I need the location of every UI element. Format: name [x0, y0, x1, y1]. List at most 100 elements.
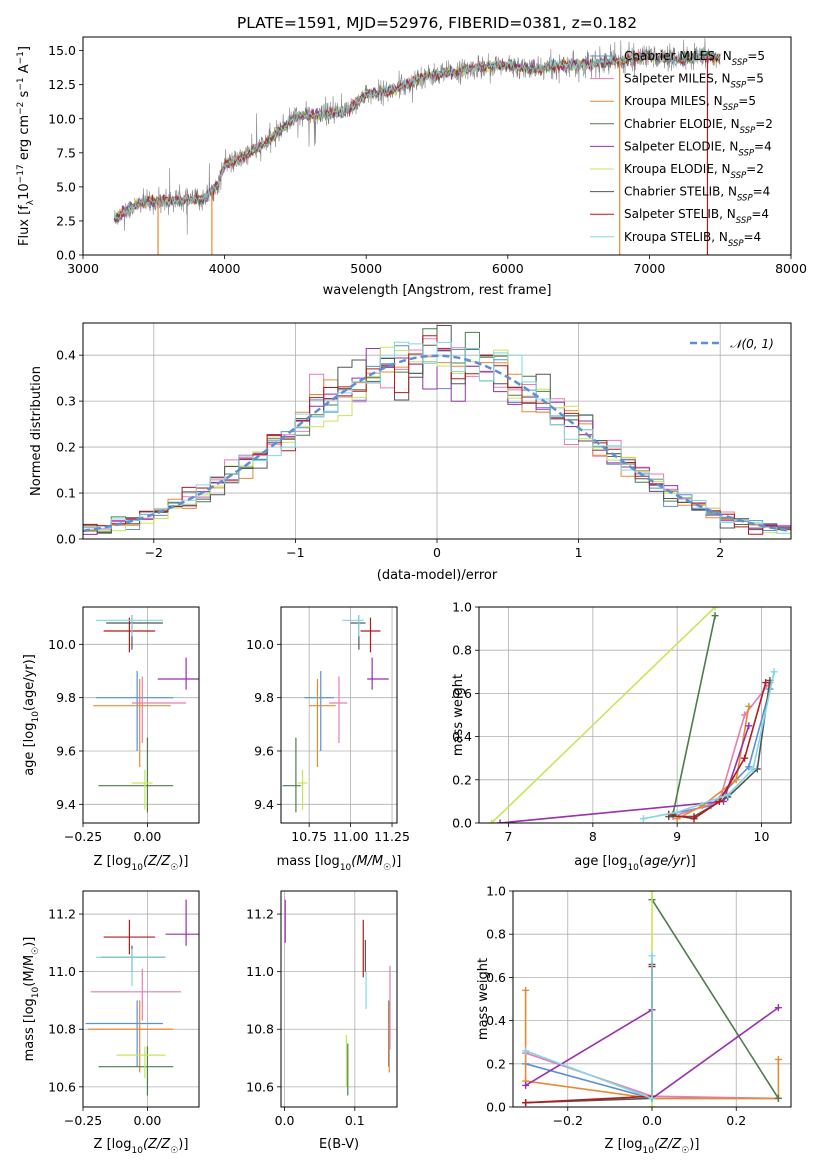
weight-vs-Z-ytick-label: 0.8 — [486, 927, 506, 942]
weight-vs-Z-xtick-label: 0.2 — [726, 1113, 746, 1128]
legend-sub: SSP — [731, 81, 747, 91]
legend-tail: =2 — [746, 162, 764, 176]
xlabel-part: )] — [178, 1137, 188, 1152]
spectrum-xtick-label: 6000 — [492, 261, 524, 276]
age-vs-Z-ytick-label: 9.6 — [56, 744, 76, 759]
xlabel-part: ☉ — [170, 863, 178, 873]
ylabel-part: 10 — [17, 183, 32, 200]
weight-line — [525, 966, 653, 1104]
mass-vs-EBV-ytick-label: 10.8 — [246, 1022, 274, 1037]
mass-vs-Z-frame — [82, 890, 200, 1108]
age-vs-Z-xtick-label: −0.25 — [64, 829, 102, 844]
weight-marker — [774, 1094, 782, 1102]
hist-ytick-label: 0.4 — [56, 348, 76, 363]
ylabel-part: −17 — [16, 164, 26, 183]
ylabel-part: 10 — [31, 711, 41, 723]
legend-text: Chabrier MILES, N — [624, 49, 732, 63]
spectrum-model-line — [113, 52, 721, 223]
legend-entry: Kroupa MILES, NSSP=5 — [624, 94, 756, 113]
xlabel-part: (Z/Z — [143, 1137, 171, 1152]
weight-vs-age-ytick-label: 1.0 — [452, 600, 472, 615]
mass-vs-Z-ytick-label: 11.2 — [48, 907, 76, 922]
ylabel-part: s — [17, 90, 32, 101]
age-vs-mass-ytick-label: 9.6 — [254, 744, 274, 759]
weight-marker — [522, 1047, 530, 1055]
ylabel-part: mass weight — [476, 958, 491, 1040]
age-vs-mass-xtick-label: 11.00 — [333, 829, 369, 844]
weight-marker — [522, 1099, 530, 1107]
weight-vs-Z-ytick-label: 0.4 — [486, 1013, 506, 1028]
ylabel-part: −1 — [16, 77, 26, 90]
spectrum-xtick-label: 5000 — [350, 261, 382, 276]
age-vs-Z-ytick-label: 10.0 — [48, 637, 76, 652]
xlabel-part: mass [log — [277, 854, 340, 869]
hist-ytick-label: 0.2 — [56, 440, 76, 455]
mass-vs-Z-xlabel: Z [log10(Z/Z☉)] — [94, 1137, 189, 1156]
hist-xtick-label: −1 — [286, 545, 304, 560]
legend-tail: =4 — [751, 207, 769, 221]
spectrum-xtick-label: 4000 — [209, 261, 241, 276]
xlabel-part: 10 — [131, 863, 143, 873]
hist-frame — [82, 322, 792, 540]
weight-marker — [522, 986, 530, 994]
weight-line — [491, 607, 716, 823]
hist-xtick-label: −2 — [145, 545, 163, 560]
hist-xlabel: (data-model)/error — [377, 568, 498, 583]
mass-vs-EBV-frame — [280, 890, 398, 1108]
hist-ylabel: Normed distribution — [29, 366, 44, 496]
age-vs-mass-frame — [280, 606, 398, 824]
ylabel-part: erg cm — [17, 115, 32, 164]
legend-sub: SSP — [736, 216, 752, 226]
legend-tail: =5 — [746, 72, 764, 86]
hist-xtick-label: 1 — [575, 545, 583, 560]
mass-vs-EBV-ytick-label: 11.2 — [246, 907, 274, 922]
legend-entry: Salpeter ELODIE, NSSP=4 — [624, 139, 772, 158]
ylabel-part: mass weight — [451, 674, 466, 756]
spectrum-xtick-label: 3000 — [67, 261, 99, 276]
legend-text: Salpeter STELIB, N — [624, 207, 736, 221]
weight-marker — [496, 819, 504, 823]
ylabel-part: λ — [26, 199, 36, 205]
weight-vs-Z-frame — [512, 890, 792, 1108]
spectrum-ylabel: Flux [fλ10−17 erg cm−2 s−1 A−1] — [16, 46, 36, 246]
mass-vs-Z-ytick-label: 11.0 — [48, 964, 76, 979]
weight-line — [668, 688, 771, 816]
mass-vs-Z-ytick-label: 10.8 — [48, 1022, 76, 1037]
age-vs-mass-ytick-label: 9.4 — [254, 797, 274, 812]
weight-marker — [488, 819, 496, 823]
legend-sub: SSP — [740, 126, 756, 136]
ylabel-part: age [log — [22, 723, 37, 776]
age-vs-mass-ytick-label: 10.0 — [246, 637, 274, 652]
xlabel-part: ☉ — [681, 1146, 689, 1156]
weight-vs-Z-ytick-label: 0.0 — [486, 1100, 506, 1115]
weight-marker — [711, 612, 719, 620]
spectrum-ytick-label: 10.0 — [48, 111, 76, 126]
xlabel-part: age/yr — [644, 854, 687, 869]
xlabel-part: 10 — [642, 1146, 654, 1156]
ylabel-part: A — [17, 64, 32, 77]
ylabel-part: 10 — [31, 986, 41, 998]
legend-entry: Kroupa ELODIE, NSSP=2 — [624, 162, 764, 181]
legend-sub: SSP — [728, 239, 744, 249]
mass-vs-EBV-ytick-label: 10.6 — [246, 1079, 274, 1094]
spectrum-ytick-label: 0.0 — [56, 248, 76, 263]
hist-ytick-label: 0.3 — [56, 394, 76, 409]
weight-marker — [648, 891, 656, 895]
mass-vs-Z-xtick-label: −0.25 — [64, 1113, 102, 1128]
xlabel-part: (Z/Z — [143, 854, 171, 869]
weight-line — [651, 899, 780, 1099]
weight-vs-age-xtick-label: 9 — [673, 829, 681, 844]
mass-vs-EBV-ytick-label: 11.0 — [246, 964, 274, 979]
weight-vs-age-ylabel: mass weight — [451, 674, 466, 756]
legend-sub: SSP — [732, 58, 748, 68]
weight-line — [672, 615, 716, 815]
age-vs-Z-ytick-label: 9.4 — [56, 797, 76, 812]
weight-marker — [648, 1103, 656, 1107]
weight-marker — [774, 1004, 782, 1012]
xlabel-part: ☉ — [383, 863, 391, 873]
age-vs-mass-points — [282, 615, 389, 813]
mass-vs-EBV-points — [284, 899, 391, 1096]
age-vs-Z-ytick-label: 9.8 — [56, 690, 76, 705]
legend-text: Kroupa ELODIE, N — [624, 162, 731, 176]
legend-text: Chabrier STELIB, N — [624, 185, 737, 199]
